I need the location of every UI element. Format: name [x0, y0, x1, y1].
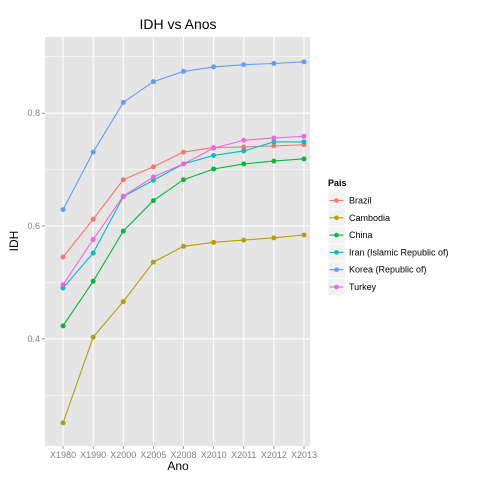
x-tick-label: X2013: [291, 450, 317, 460]
data-point-cambodia: [60, 420, 66, 426]
data-point-brazil: [60, 254, 66, 260]
data-point-korea-republic-of: [181, 68, 187, 74]
x-tick-label: X2010: [201, 450, 227, 460]
x-tick-label: X2008: [171, 450, 197, 460]
y-tick-label: 0.4: [27, 334, 40, 344]
x-tick-label: X1990: [80, 450, 106, 460]
data-point-china: [90, 278, 96, 284]
data-point-china: [60, 323, 66, 329]
data-point-china: [211, 166, 217, 172]
data-point-korea-republic-of: [150, 79, 156, 85]
data-point-iran-islamic-republic-of: [301, 139, 307, 145]
data-point-cambodia: [120, 299, 126, 305]
legend-label-iran-islamic-republic-of: Iran (Islamic Republic of): [349, 247, 449, 257]
data-point-turkey: [150, 174, 156, 180]
chart-title: IDH vs Anos: [139, 16, 216, 32]
data-point-iran-islamic-republic-of: [90, 250, 96, 256]
data-point-iran-islamic-republic-of: [271, 139, 277, 145]
data-point-korea-republic-of: [271, 61, 277, 67]
y-tick-label: 0.8: [27, 108, 40, 118]
x-tick-label: X2005: [140, 450, 166, 460]
legend-item-cambodia: Cambodia: [327, 209, 390, 227]
x-tick-label: X2011: [231, 450, 256, 460]
data-point-korea-republic-of: [60, 207, 66, 213]
data-point-turkey: [60, 282, 66, 288]
legend-item-turkey: Turkey: [327, 278, 377, 296]
legend-item-iran-islamic-republic-of: Iran (Islamic Republic of): [327, 243, 449, 262]
legend-point-turkey: [334, 284, 339, 290]
data-point-korea-republic-of: [301, 59, 307, 65]
data-point-china: [181, 177, 187, 183]
data-point-turkey: [271, 135, 277, 141]
legend-title: Pais: [328, 178, 347, 188]
legend-item-brazil: Brazil: [327, 191, 372, 210]
data-point-turkey: [301, 133, 307, 139]
legend-label-china: China: [349, 230, 373, 240]
legend-point-china: [334, 232, 339, 238]
legend-label-turkey: Turkey: [349, 282, 377, 292]
data-point-brazil: [241, 144, 247, 150]
data-point-china: [120, 228, 126, 234]
legend-label-brazil: Brazil: [349, 196, 372, 206]
data-point-iran-islamic-republic-of: [211, 152, 217, 158]
y-tick-label: 0.6: [27, 221, 40, 231]
data-point-turkey: [181, 161, 187, 167]
legend-label-korea-republic-of: Korea (Republic of): [349, 265, 427, 275]
data-point-cambodia: [181, 243, 187, 249]
legend-point-korea-republic-of: [334, 267, 339, 273]
data-point-brazil: [90, 216, 96, 222]
data-point-korea-republic-of: [120, 99, 126, 105]
legend-label-cambodia: Cambodia: [349, 213, 390, 223]
x-axis-title: Ano: [167, 459, 189, 473]
series-layer: [60, 59, 307, 426]
x-tick-label: X1980: [50, 450, 76, 460]
data-point-china: [241, 161, 247, 167]
data-point-cambodia: [271, 235, 277, 241]
y-axis-title: IDH: [7, 231, 21, 252]
data-point-turkey: [241, 137, 247, 143]
data-point-iran-islamic-republic-of: [241, 148, 247, 154]
data-point-cambodia: [150, 259, 156, 265]
data-point-cambodia: [211, 239, 217, 245]
data-point-turkey: [211, 145, 217, 151]
data-point-korea-republic-of: [241, 62, 247, 68]
data-point-cambodia: [241, 237, 247, 243]
data-point-korea-republic-of: [90, 149, 96, 155]
data-point-korea-republic-of: [211, 64, 217, 70]
data-point-china: [150, 198, 156, 204]
x-axis-ticks: X1980 X1990 X2000 X2005 X2008 X2010 X2011 X2012…: [50, 446, 317, 460]
legend: Pais Brazil Cambodia China Iran (Islamic Re…: [327, 178, 449, 296]
legend-item-korea-republic-of: Korea (Republic of): [327, 260, 427, 279]
data-point-brazil: [181, 149, 187, 155]
x-tick-label: X2000: [110, 450, 136, 460]
y-axis-ticks: 0.4 0.6 0.8: [27, 108, 45, 344]
data-point-china: [271, 158, 277, 164]
legend-item-china: China: [327, 226, 373, 244]
data-point-brazil: [120, 177, 126, 183]
data-point-turkey: [120, 193, 126, 199]
data-point-cambodia: [301, 232, 307, 238]
data-point-brazil: [271, 143, 277, 149]
data-point-cambodia: [90, 334, 96, 340]
legend-point-iran-islamic-republic-of: [334, 250, 339, 255]
data-point-china: [301, 156, 307, 162]
legend-point-cambodia: [334, 215, 339, 221]
legend-point-brazil: [334, 198, 339, 203]
plot-panel: [45, 37, 310, 446]
data-point-turkey: [90, 237, 96, 243]
x-tick-label: X2012: [261, 450, 287, 460]
data-point-brazil: [150, 164, 156, 170]
